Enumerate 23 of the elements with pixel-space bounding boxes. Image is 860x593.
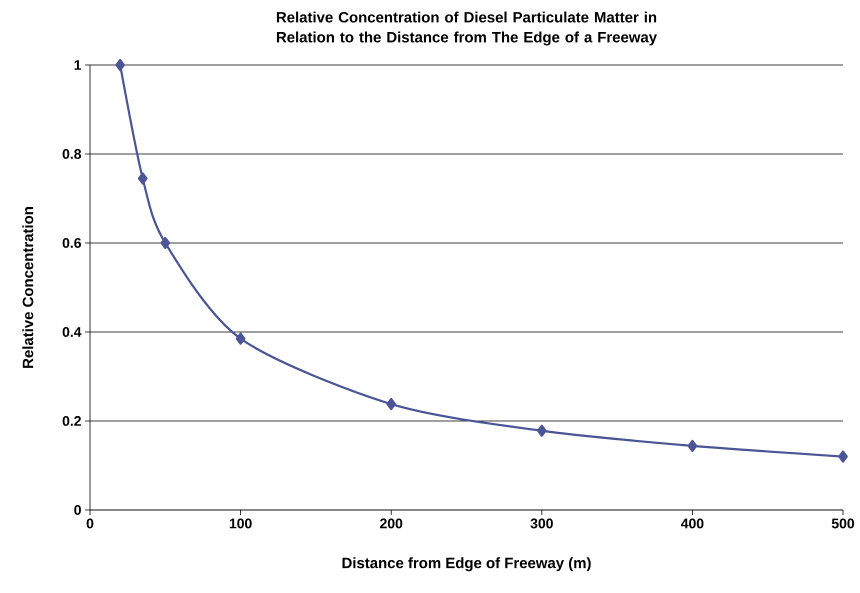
x-tick-label: 200	[380, 518, 402, 528]
y-tick-label: 0.2	[62, 416, 81, 426]
y-axis-title: Relative Concentration	[22, 207, 34, 368]
point	[236, 332, 246, 345]
x-tick-label: 100	[230, 518, 252, 528]
point	[688, 440, 698, 452]
y-tick-label: 0.6	[62, 238, 81, 248]
x-axis-title: Distance from Edge of Freeway (m)	[342, 557, 591, 572]
chart-title: Relative Concentration of Diesel Particulate Matter in Relation to the Distance from The Edge of a Freeway	[276, 12, 657, 46]
x-tick-label: 500	[832, 518, 854, 528]
y-tick-label: 0.4	[62, 327, 82, 337]
x-tick-label: 400	[680, 518, 704, 528]
point	[115, 58, 125, 72]
point	[838, 450, 848, 463]
y-tick-label: 1	[74, 60, 82, 70]
x-tick-label: 0	[86, 518, 94, 528]
point	[138, 172, 148, 185]
point	[386, 398, 396, 410]
point	[536, 424, 547, 437]
x-tick-label: 300	[530, 518, 553, 528]
point	[160, 236, 170, 250]
y-tick-label: 0	[74, 505, 81, 515]
y-tick-label: 0.8	[62, 149, 82, 159]
